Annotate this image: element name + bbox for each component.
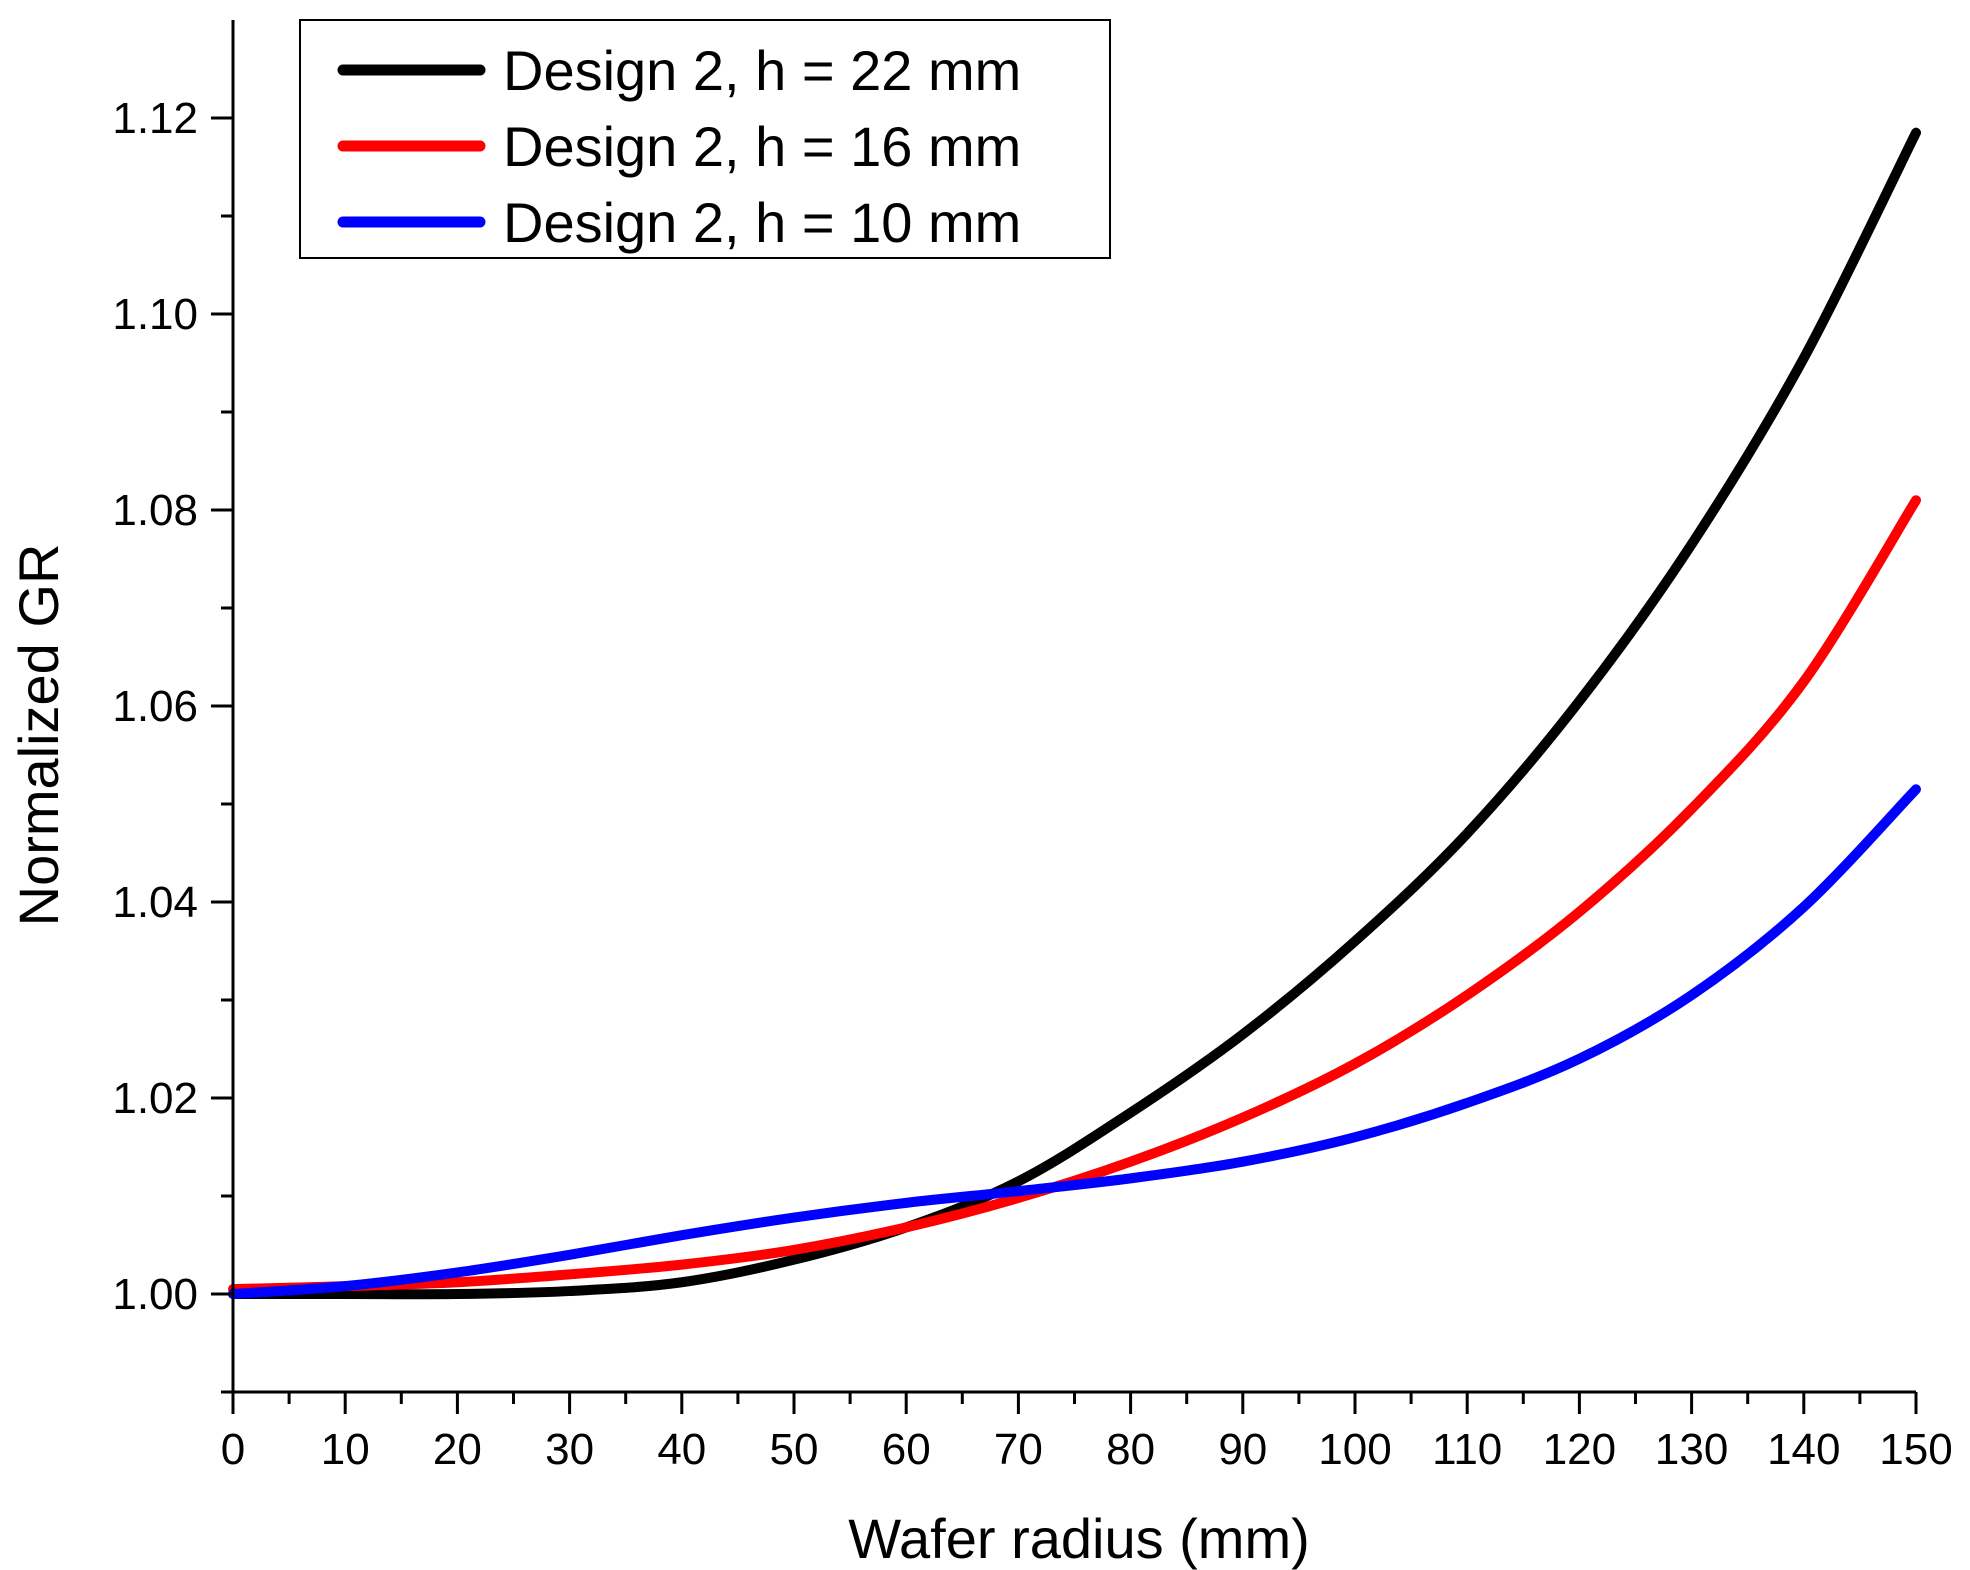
x-tick-label: 40 [657,1425,706,1474]
x-tick-label: 80 [1106,1425,1155,1474]
y-tick-label: 1.12 [112,94,198,143]
x-tick-label: 100 [1318,1425,1391,1474]
series-line-2 [228,495,1921,1295]
x-tick-label: 150 [1879,1425,1952,1474]
y-tick-label: 1.00 [112,1270,198,1319]
ticks: 0 10 20 30 40 50 60 70 80 90 100 110 120 130 140 150 1.0… [112,94,1952,1474]
x-tick-label: 140 [1767,1425,1840,1474]
legend-label-1: Design 2, h = 22 mm [503,39,1021,102]
legend-label-2: Design 2, h = 16 mm [503,115,1021,178]
x-tick-label: 50 [770,1425,819,1474]
x-tick-label: 30 [545,1425,594,1474]
x-tick-label: 130 [1655,1425,1728,1474]
legend-label-3: Design 2, h = 10 mm [503,191,1021,254]
x-tick-label: 60 [882,1425,931,1474]
legend: Design 2, h = 22 mm Design 2, h = 16 mm De… [299,19,1111,259]
x-tick-label: 20 [433,1425,482,1474]
x-tick-label: 0 [221,1425,245,1474]
y-tick-label: 1.10 [112,290,198,339]
x-tick-label: 10 [321,1425,370,1474]
series-layer [228,127,1921,1300]
y-tick-label: 1.04 [112,878,198,927]
y-tick-label: 1.06 [112,682,198,731]
series-line-3 [228,784,1921,1299]
x-tick-label: 70 [994,1425,1043,1474]
x-tick-label: 90 [1218,1425,1267,1474]
y-axis-title: Normalized GR [7,544,70,927]
series-line-1 [228,127,1921,1300]
x-tick-label: 120 [1543,1425,1616,1474]
x-axis-title: Wafer radius (mm) [848,1507,1310,1570]
x-tick-label: 110 [1432,1425,1502,1474]
y-tick-label: 1.08 [112,486,198,535]
y-tick-label: 1.02 [112,1074,198,1123]
